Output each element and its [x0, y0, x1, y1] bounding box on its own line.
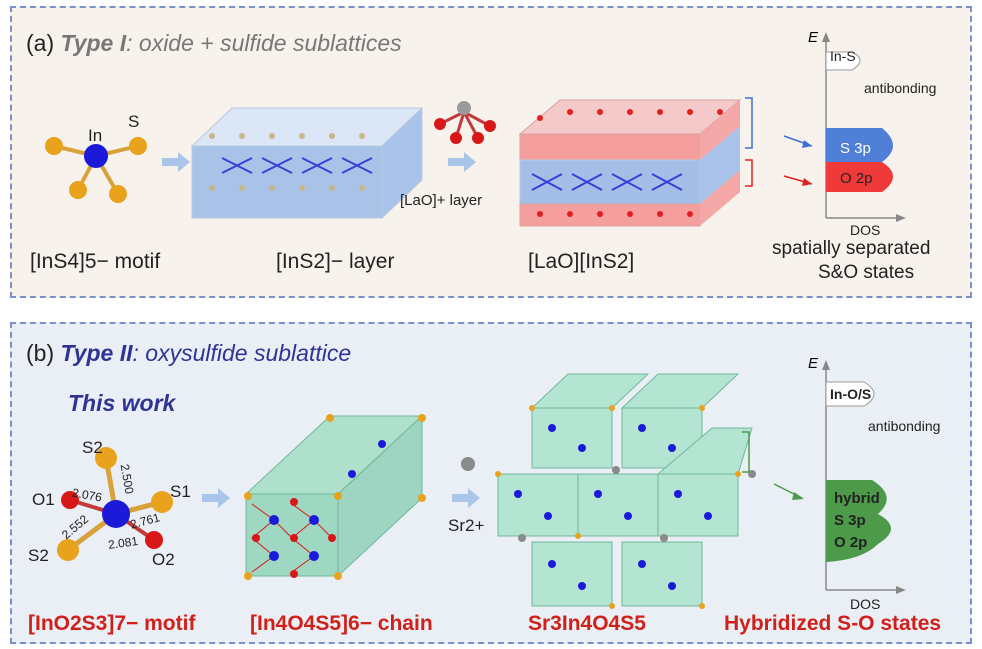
lao-group	[434, 101, 496, 144]
arrow-right-icon	[448, 152, 476, 172]
arrow-right-icon	[452, 488, 480, 508]
energy-axis-label: E	[808, 355, 819, 372]
sulfur-sites	[495, 405, 741, 609]
ins4-motif	[45, 137, 147, 203]
panel-a-graphics: E	[45, 29, 906, 227]
strontium-atom	[461, 457, 475, 471]
type-label: Type I	[60, 30, 127, 56]
indium-atom	[84, 144, 108, 168]
sulfur-atom	[57, 539, 79, 561]
laoins2-stack	[518, 97, 753, 227]
atom-label-s2-top: S2	[82, 438, 103, 457]
energy-axis-label: E	[808, 29, 819, 46]
hybridized-states-caption: Hybridized S-O states	[724, 612, 942, 635]
indium-sites	[514, 424, 712, 590]
panel-subtitle: : oxysulfide sublattice	[132, 340, 352, 366]
antibonding-label: antibonding	[864, 80, 937, 96]
indium-atom	[102, 500, 130, 528]
oxygen-atom	[145, 531, 163, 549]
lanthanum-atom	[457, 101, 471, 115]
this-work-label: This work	[68, 390, 176, 416]
antibonding-label: antibonding	[868, 418, 941, 434]
ins2-layer-caption: [InS2]− layer	[276, 250, 395, 273]
sulfur-atom	[69, 181, 87, 199]
panel-b-title: (b) Type II: oxysulfide sublattice	[26, 340, 351, 367]
in-o-s-state-label: In-O/S	[830, 386, 872, 402]
in4o4s5-chain-caption: [In4O4S5]6− chain	[250, 612, 433, 635]
sulfur-label: S	[128, 112, 140, 131]
dos-axis-label: DOS	[850, 596, 881, 612]
dos-caption-line1: spatially separated	[772, 238, 931, 259]
panel-a: (a) Type I: oxide + sulfide sublattices	[10, 6, 972, 298]
in4o4s5-chain	[244, 414, 426, 580]
ins4-motif-caption: [InS4]5− motif	[30, 250, 161, 273]
dos-caption-line2: S&O states	[818, 262, 915, 283]
arrow-right-icon	[162, 152, 190, 172]
hybrid-o2p-label: O 2p	[834, 534, 868, 551]
hybrid-label: hybrid	[834, 490, 880, 507]
laoins2-caption: [LaO][InS2]	[528, 250, 635, 273]
sulfur-atom	[151, 491, 173, 513]
sulfur-atom	[129, 137, 147, 155]
type-label: Type II	[60, 340, 133, 366]
atom-label-s2-bottom: S2	[28, 546, 49, 565]
atom-label-o2: O2	[152, 550, 175, 569]
sr3in4o4s5-structure	[497, 373, 753, 607]
sr-ion-label: Sr2+	[448, 516, 485, 535]
atom-label-s1: S1	[170, 482, 191, 501]
panel-a-title: (a) Type I: oxide + sulfide sublattices	[26, 30, 402, 57]
o-state-lobe	[826, 162, 893, 192]
lao-layer-label: [LaO]+ layer	[400, 192, 483, 209]
ino2s3-motif	[57, 447, 173, 561]
sulfur-atom	[95, 447, 117, 469]
indium-label: In	[88, 126, 103, 145]
ino2s3-motif-caption: [InO2S3]7− motif	[28, 612, 196, 635]
panel-b: (b) Type II: oxysulfide sublattice This …	[10, 322, 972, 644]
atom-label-o1: O1	[32, 490, 55, 509]
sulfur-atom	[109, 185, 127, 203]
panel-subtitle: : oxide + sulfide sublattices	[126, 30, 402, 56]
sulfur-atom	[45, 137, 63, 155]
sr3in4o4s5-caption: Sr3In4O4S5	[528, 612, 646, 635]
panel-letter: (b)	[26, 340, 55, 366]
strontium-sites	[518, 466, 756, 542]
o-2p-label: O 2p	[840, 170, 873, 187]
s-state-lobe	[826, 128, 893, 162]
hybrid-state-lobe	[826, 480, 891, 562]
in-s-state-label: In-S	[830, 48, 856, 64]
dos-plot-a: E	[808, 29, 906, 222]
panel-letter: (a)	[26, 30, 55, 56]
panel-b-graphics: E	[57, 355, 906, 609]
arrow-right-icon	[202, 488, 230, 508]
dos-axis-label: DOS	[850, 222, 881, 238]
hybrid-s3p-label: S 3p	[834, 512, 866, 529]
oxygen-atom	[61, 491, 79, 509]
s-3p-label: S 3p	[840, 140, 871, 157]
dos-plot-b: E	[808, 355, 906, 594]
ins2-layer-slab	[190, 106, 424, 220]
